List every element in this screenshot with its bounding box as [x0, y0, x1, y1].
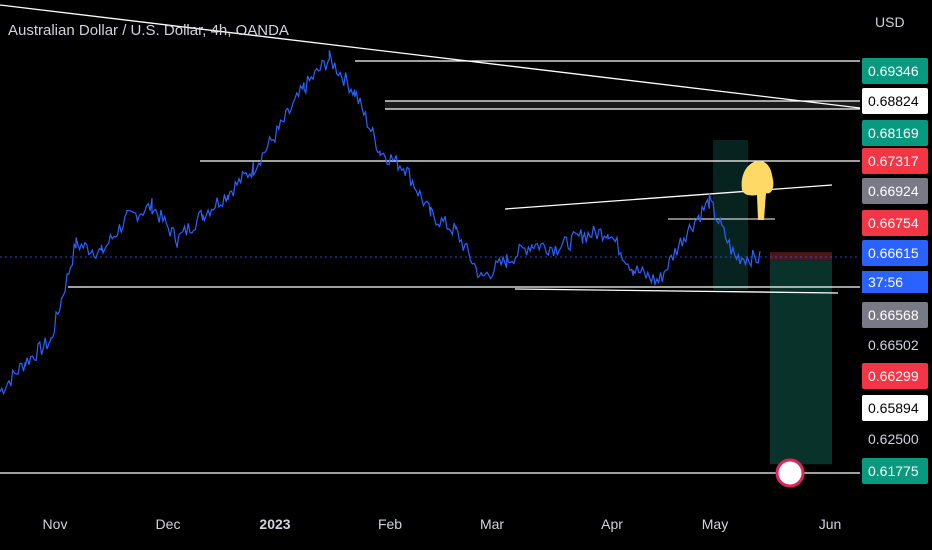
price-tag-0.66299: 0.66299: [862, 363, 928, 389]
chart-annotations: [741, 160, 805, 488]
us-flag-event-icon[interactable]: [775, 458, 805, 488]
position-zones: [385, 101, 860, 465]
price-series-line: [0, 50, 761, 396]
price-tag-0.66502: 0.66502: [862, 332, 928, 358]
price-tag-0.62500: 0.62500: [868, 431, 919, 447]
price-tag-0.68169: 0.68169: [862, 120, 928, 146]
channel-top[interactable]: [504, 184, 833, 210]
entry-zone-may[interactable]: [713, 140, 748, 290]
price-tag-0.66754: 0.66754: [862, 210, 928, 236]
price-chart[interactable]: [0, 0, 860, 510]
price-tag-0.66568: 0.66568: [862, 302, 928, 328]
chart-title: Australian Dollar / U.S. Dollar, 4h, OAN…: [8, 22, 289, 39]
channel-bottom[interactable]: [514, 288, 839, 294]
price-tag-0.67317: 0.67317: [862, 148, 928, 174]
time-tick-2023: 2023: [259, 516, 291, 532]
support-resistance-levels: [0, 4, 860, 474]
trendline-down[interactable]: [0, 4, 860, 109]
time-tick-Dec: Dec: [155, 516, 181, 532]
resistance-box[interactable]: [385, 101, 860, 109]
time-tick-Jun: Jun: [818, 516, 842, 532]
currency-label[interactable]: USD: [875, 14, 905, 30]
time-tick-Apr: Apr: [601, 516, 623, 532]
time-tick-Nov: Nov: [42, 516, 68, 532]
price-tag-0.68824: 0.68824: [862, 88, 928, 114]
target-zone[interactable]: [770, 260, 832, 465]
time-axis[interactable]: Nov Dec 2023 Feb Mar Apr May Jun: [0, 510, 860, 550]
highlight-marker[interactable]: [741, 160, 774, 220]
price-tag-0.69346: 0.69346: [862, 58, 928, 84]
price-tag-0.66615: 0.66615: [862, 240, 928, 266]
price-tag-0.61775: 0.61775: [862, 458, 928, 484]
time-tick-Mar: Mar: [479, 516, 505, 532]
stop-zone[interactable]: [770, 252, 832, 261]
time-tick-Feb: Feb: [377, 516, 403, 532]
price-axis[interactable]: USD 0.69346 0.68824 0.68169 0.67317 0.66924 0…: [860, 0, 932, 550]
bar-countdown: 37:56: [862, 271, 928, 293]
time-tick-May: May: [701, 516, 729, 532]
price-tag-0.66924: 0.66924: [862, 178, 928, 204]
price-tag-0.65894: 0.65894: [862, 395, 928, 421]
